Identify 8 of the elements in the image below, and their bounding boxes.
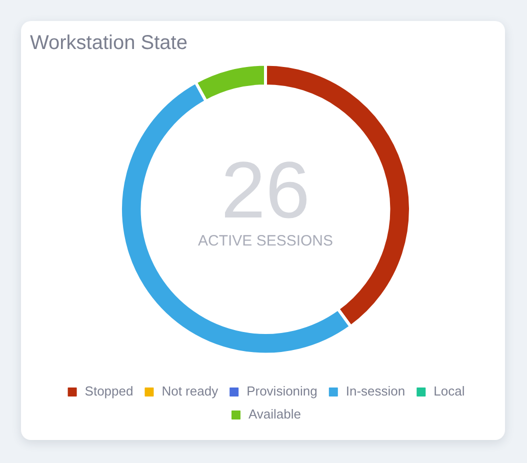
chart-title: Workstation State	[30, 31, 188, 55]
legend-label: Provisioning	[246, 384, 318, 399]
legend-label: Not ready	[162, 384, 219, 399]
legend-label: In-session	[346, 384, 406, 399]
legend-label: Local	[434, 384, 465, 399]
legend-label: Stopped	[84, 384, 134, 399]
text: ACTIVE SESSIONS	[198, 232, 334, 250]
legend-label: Available	[248, 406, 302, 422]
